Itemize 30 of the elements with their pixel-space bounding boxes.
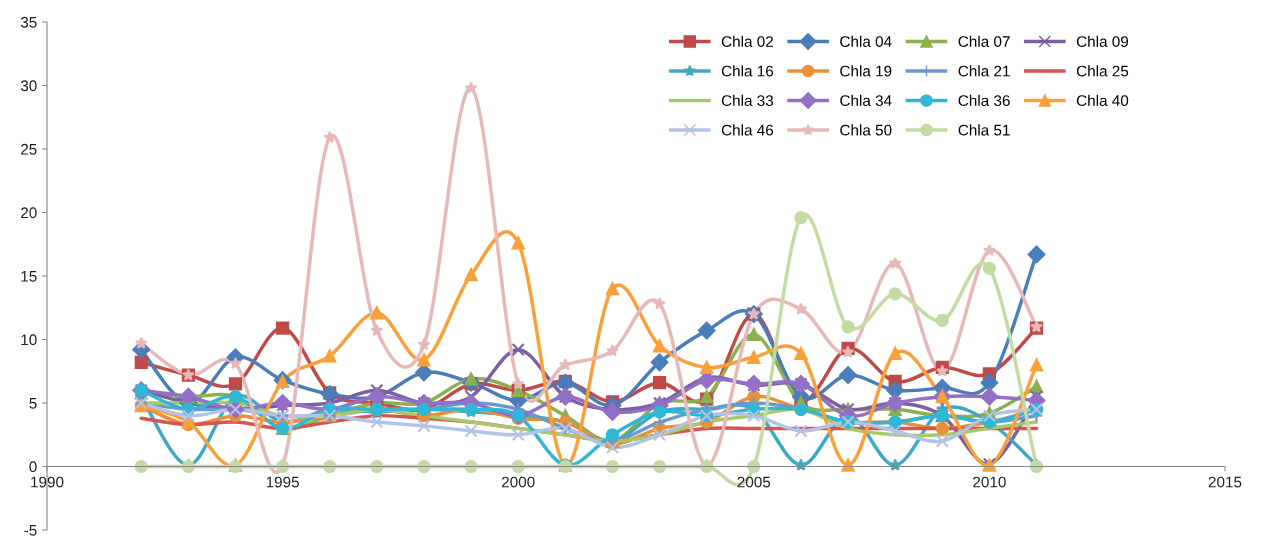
legend-label: Chla 36 <box>958 94 1010 107</box>
legend-label: Chla 02 <box>721 35 773 47</box>
y-tick-label: 5 <box>29 398 37 409</box>
y-tick-label: 35 <box>20 16 37 28</box>
legend-label: Chla 16 <box>721 65 774 77</box>
y-tick-label: 10 <box>21 334 37 346</box>
x-tick-label: 2015 <box>1208 476 1242 488</box>
legend-label: Chla 34 <box>840 94 892 107</box>
legend-label: Chla 19 <box>840 65 892 77</box>
x-tick-label: 1990 <box>31 476 64 488</box>
x-tick-label: 2010 <box>973 476 1006 488</box>
legend-label: Chla 51 <box>958 124 1010 136</box>
y-tick-label: 25 <box>21 143 37 155</box>
x-tick-label: 2005 <box>737 476 771 488</box>
y-tick-label: 20 <box>21 207 37 219</box>
x-tick-label: 1995 <box>266 476 299 488</box>
y-tick-label: 0 <box>29 461 37 473</box>
legend-label: Chla 07 <box>958 35 1010 47</box>
legend-label: Chla 04 <box>840 35 892 47</box>
y-tick-label: 30 <box>20 80 37 92</box>
legend-label: Chla 25 <box>1076 65 1129 77</box>
legend-label: Chla 50 <box>840 124 892 136</box>
legend-label: Chla 46 <box>721 124 774 136</box>
legend-label: Chla 40 <box>1076 94 1129 107</box>
legend-label: Chla 09 <box>1076 35 1129 47</box>
x-tick-label: 2000 <box>501 476 535 488</box>
y-tick-label: -5 <box>24 525 37 536</box>
y-tick-label: 15 <box>21 271 37 282</box>
legend-label: Chla 33 <box>721 94 774 107</box>
legend-label: Chla 21 <box>958 65 1010 77</box>
